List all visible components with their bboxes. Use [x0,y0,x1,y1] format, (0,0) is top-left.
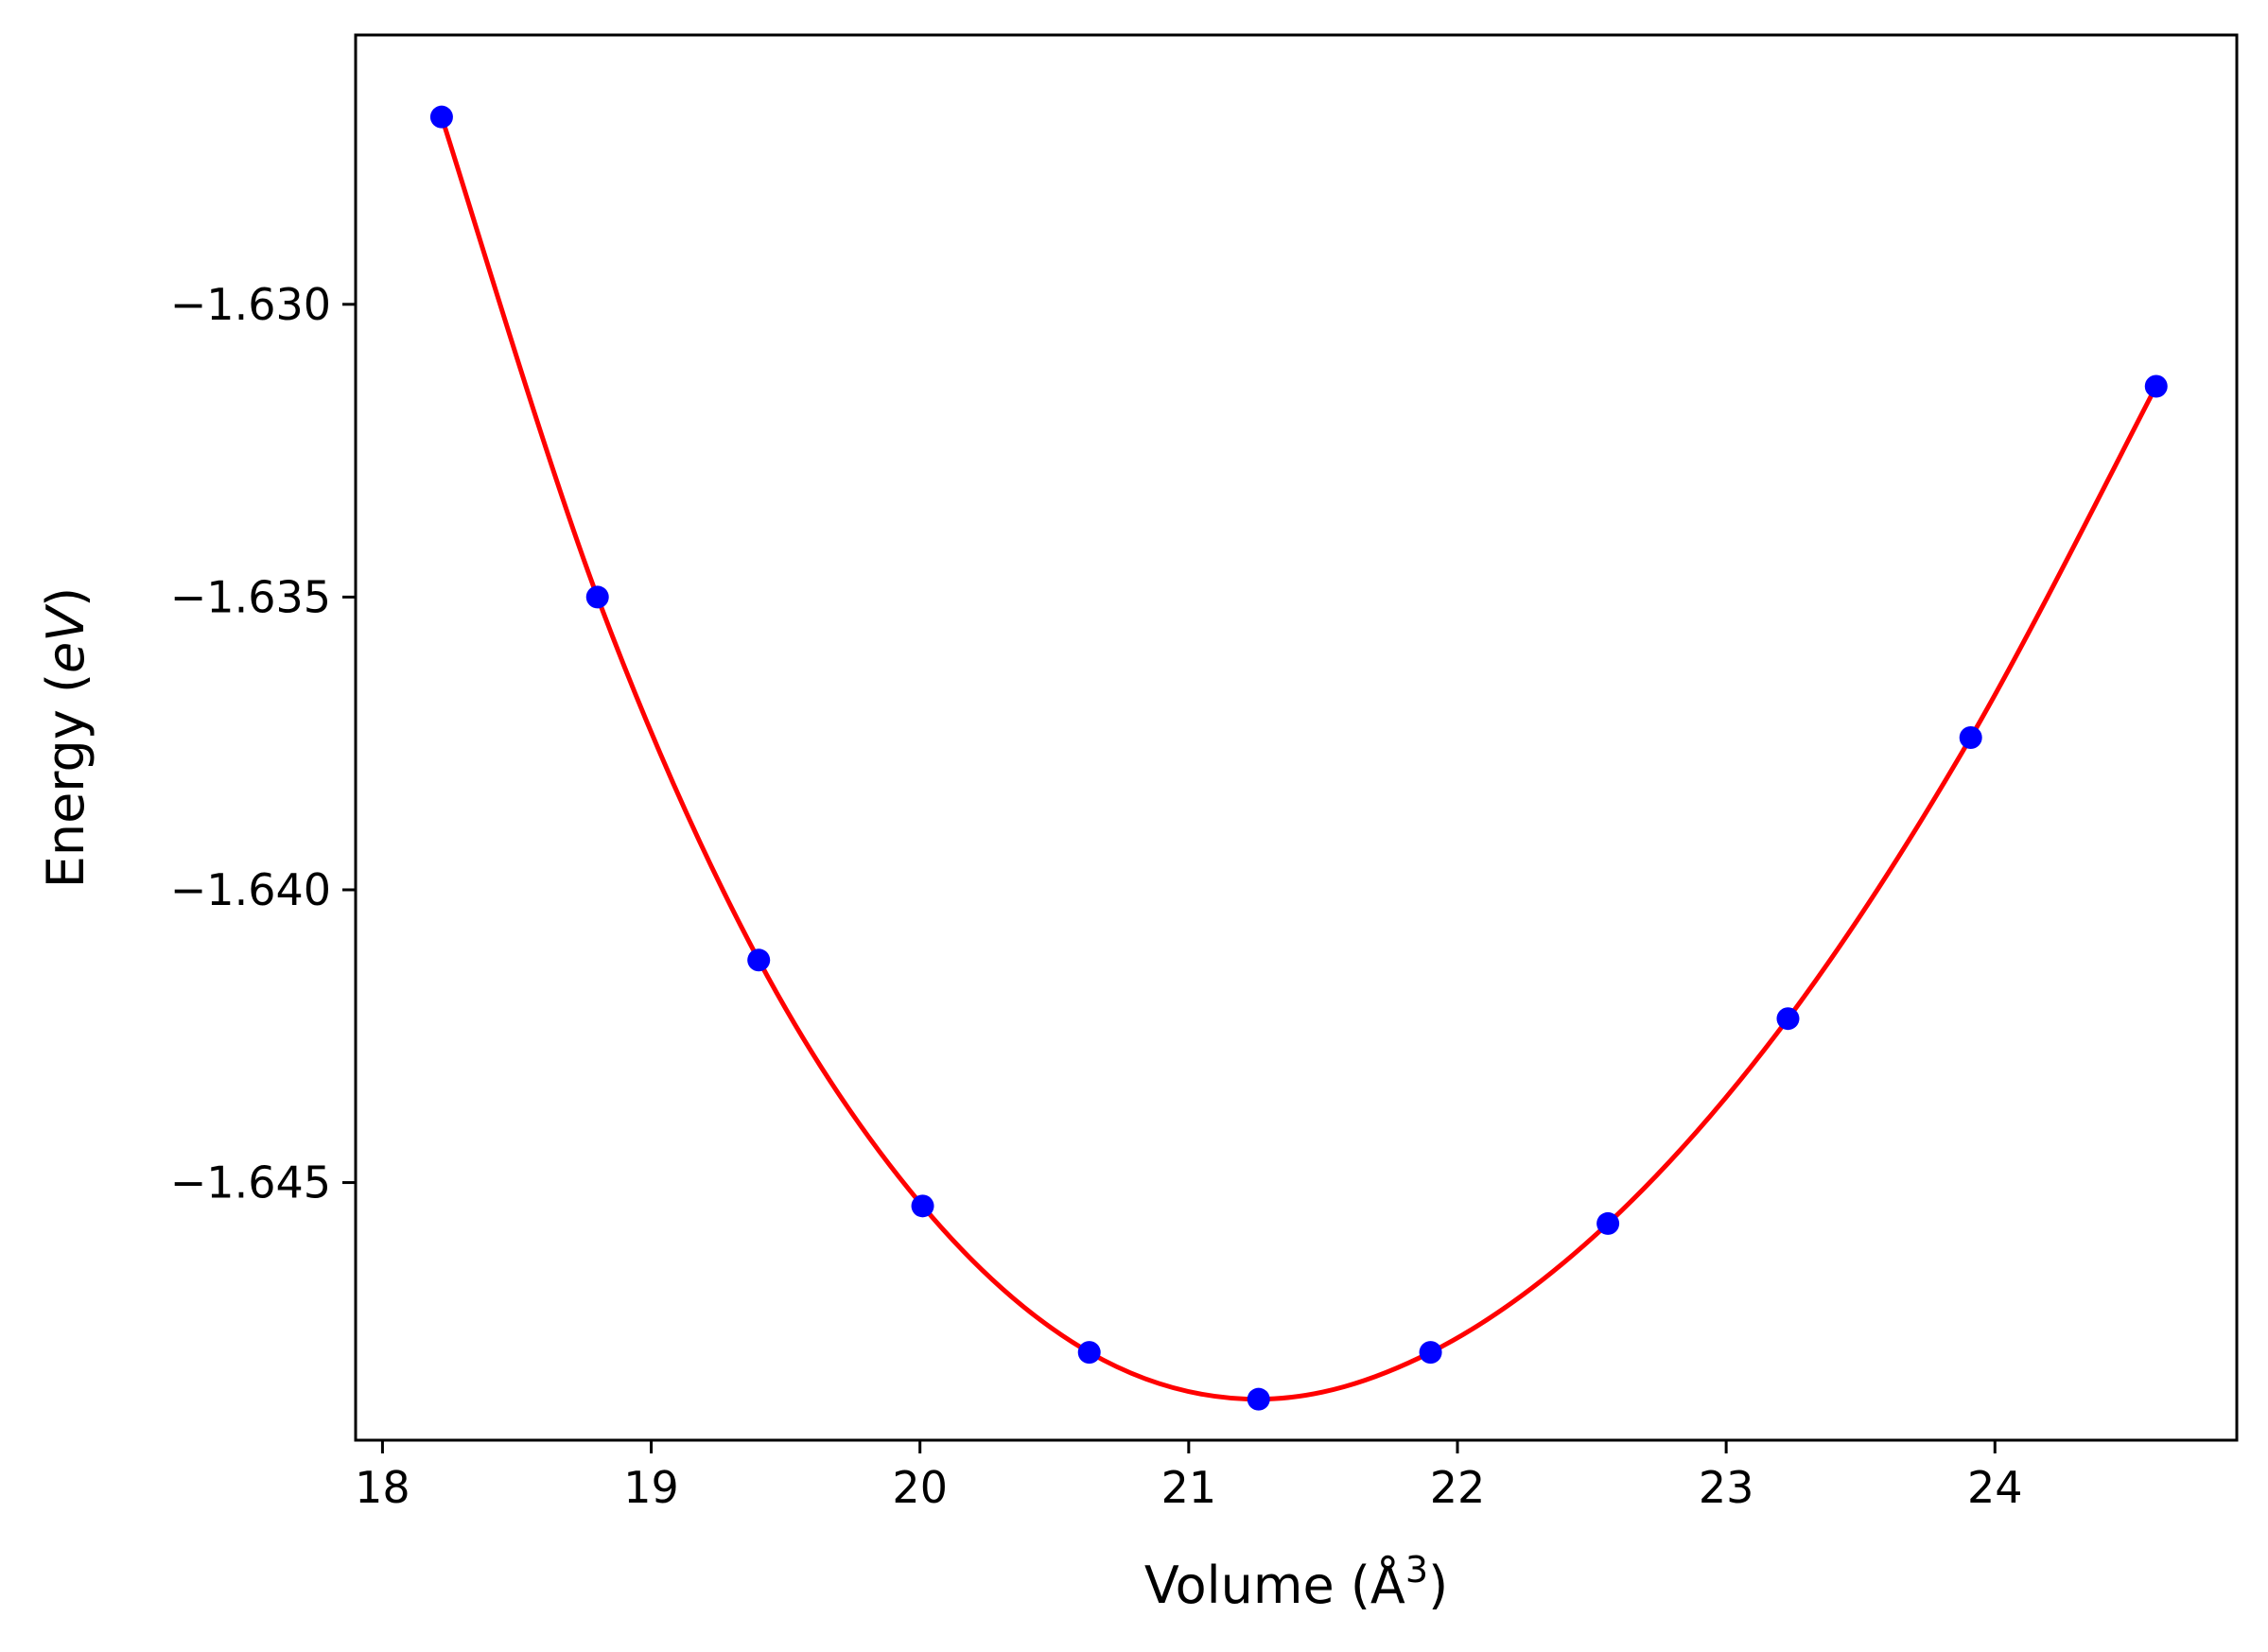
x-axis-ticks: 18 19 20 21 22 23 24 [355,1440,2023,1513]
x-tick-label: 21 [1161,1462,1217,1513]
data-point [1419,1341,1442,1365]
data-point [429,105,453,129]
data-point [747,948,771,972]
data-point [1959,726,1982,749]
data-point [911,1194,934,1218]
data-point [2144,374,2168,398]
x-tick-label: 23 [1699,1462,1754,1513]
y-tick-label: −1.640 [170,864,331,915]
data-point [1596,1211,1620,1235]
x-tick-label: 19 [623,1462,679,1513]
fit-curve [439,115,2158,1402]
data-point [585,585,609,609]
y-tick-label: −1.645 [170,1157,331,1209]
x-axis-label: Volume (Å3) [1144,1549,1448,1615]
plot-frame [354,33,2239,1442]
data-point [1077,1341,1101,1365]
x-tick-label: 24 [1967,1462,2023,1513]
y-tick-label: −1.635 [170,571,331,622]
x-tick-label: 20 [892,1462,948,1513]
y-axis-label: Energy (eV) [36,587,96,889]
series-layer [429,105,2168,1411]
plot-area-border [354,33,2239,1442]
x-tick-label: 18 [355,1462,410,1513]
data-point [1247,1387,1270,1411]
data-point [1776,1007,1800,1031]
y-tick-label: −1.630 [170,279,331,330]
x-tick-label: 22 [1430,1462,1486,1513]
y-axis-ticks: −1.630 −1.635 −1.640 −1.645 [170,279,356,1209]
